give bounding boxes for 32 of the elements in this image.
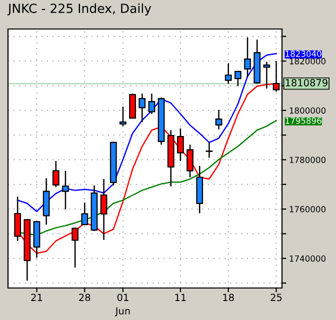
x-tick-label: 25 xyxy=(270,294,282,302)
x-tick-label: 01 xyxy=(117,294,128,302)
x-tick-label: 18 xyxy=(223,294,234,302)
y-tick-label: 1800000 xyxy=(290,107,326,114)
y-tick-label: 1740000 xyxy=(290,255,326,262)
ref-line-label: 1810879 xyxy=(286,79,328,86)
candlestick xyxy=(215,109,222,130)
x-tick-label: 21 xyxy=(31,294,42,301)
y-tick-label: 1780000 xyxy=(290,156,326,164)
candlestick xyxy=(234,70,242,87)
x-tick-label: 28 xyxy=(79,294,90,302)
candlestick xyxy=(206,142,213,158)
candlestick xyxy=(148,93,156,114)
candlestick xyxy=(263,61,270,90)
candlestick xyxy=(120,106,126,127)
x-tick-label: 11 xyxy=(175,294,186,301)
candlestick xyxy=(224,62,232,84)
candlestick xyxy=(52,160,60,188)
chart-title: JNKC - 225 Index, Daily xyxy=(7,3,152,16)
line-series xyxy=(16,52,277,212)
candlestick xyxy=(186,144,194,178)
candlestick xyxy=(100,178,108,241)
data-label: 1823040 xyxy=(286,50,322,57)
text: Jun xyxy=(114,307,130,316)
data-label: 1795896 xyxy=(286,118,322,124)
y-tick-label: 1760000 xyxy=(290,206,326,212)
candlestick xyxy=(62,170,69,210)
candlestick xyxy=(138,93,146,123)
candlestick xyxy=(177,128,184,162)
candlestick xyxy=(81,202,88,226)
candlestick xyxy=(244,36,251,78)
candlestick xyxy=(129,93,136,120)
